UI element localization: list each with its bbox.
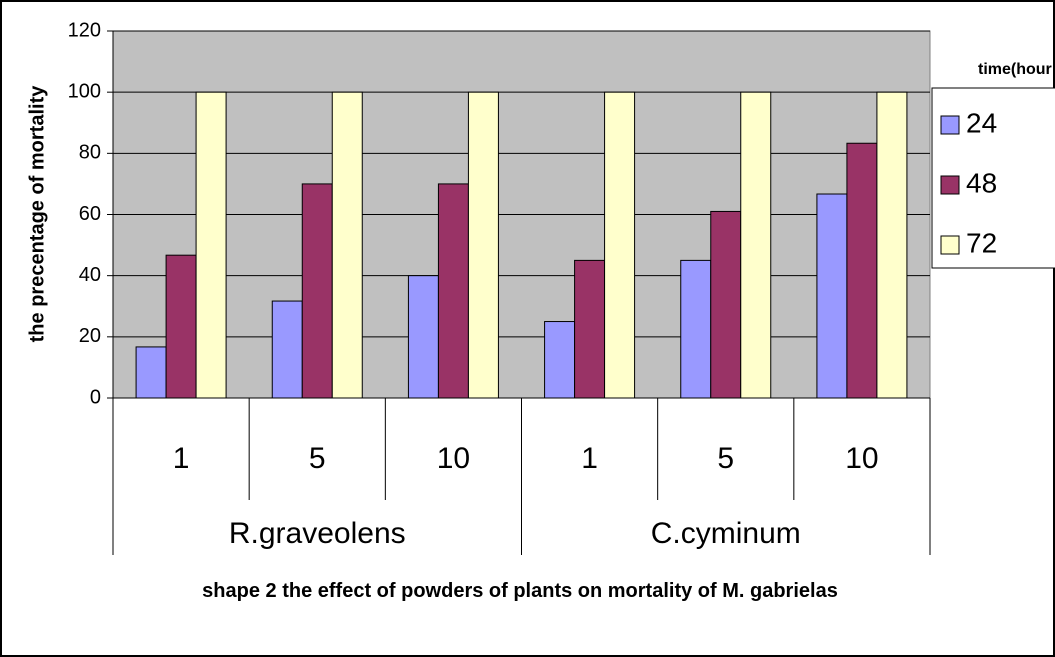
bar <box>846 142 878 399</box>
bar <box>195 91 227 399</box>
bar <box>301 183 333 399</box>
legend-swatch <box>940 235 960 255</box>
bar <box>680 259 712 399</box>
bar <box>407 275 439 399</box>
y-tick-label: 60 <box>79 203 101 225</box>
x-tick-label: 5 <box>309 442 326 475</box>
chart-title: shape 2 the effect of powders of plants … <box>202 580 838 602</box>
y-tick-label: 120 <box>68 19 101 41</box>
bar <box>604 91 636 399</box>
bar <box>816 193 848 399</box>
x-tick-label: 10 <box>845 442 878 475</box>
bar <box>331 91 363 399</box>
legend-label: 48 <box>966 167 997 198</box>
bar <box>135 346 167 399</box>
y-tick-label: 0 <box>90 386 101 408</box>
legend-label: 24 <box>966 107 997 138</box>
x-tick-label: 10 <box>437 442 470 475</box>
y-tick-label: 20 <box>79 325 101 347</box>
y-tick-label: 100 <box>68 80 101 102</box>
bar <box>710 210 742 399</box>
x-tick-label: 1 <box>581 442 598 475</box>
y-tick-label: 40 <box>79 264 101 286</box>
y-tick-label: 80 <box>79 142 101 164</box>
x-tick-label: 1 <box>173 442 190 475</box>
bar <box>271 300 303 399</box>
y-axis-label: the precentage of mortality <box>26 85 48 343</box>
group-label: C.cyminum <box>651 517 801 550</box>
bar <box>544 321 576 399</box>
x-tick-label: 5 <box>717 442 734 475</box>
legend-title: time(hour <box>978 61 1052 78</box>
bar <box>165 254 197 399</box>
legend-label: 72 <box>966 227 997 258</box>
bar <box>437 183 469 399</box>
legend-swatch <box>940 175 960 195</box>
bar <box>467 91 499 399</box>
bar <box>876 91 908 399</box>
bar <box>740 91 772 399</box>
group-label: R.graveolens <box>229 517 406 550</box>
bar <box>574 259 606 399</box>
legend-swatch <box>940 115 960 135</box>
